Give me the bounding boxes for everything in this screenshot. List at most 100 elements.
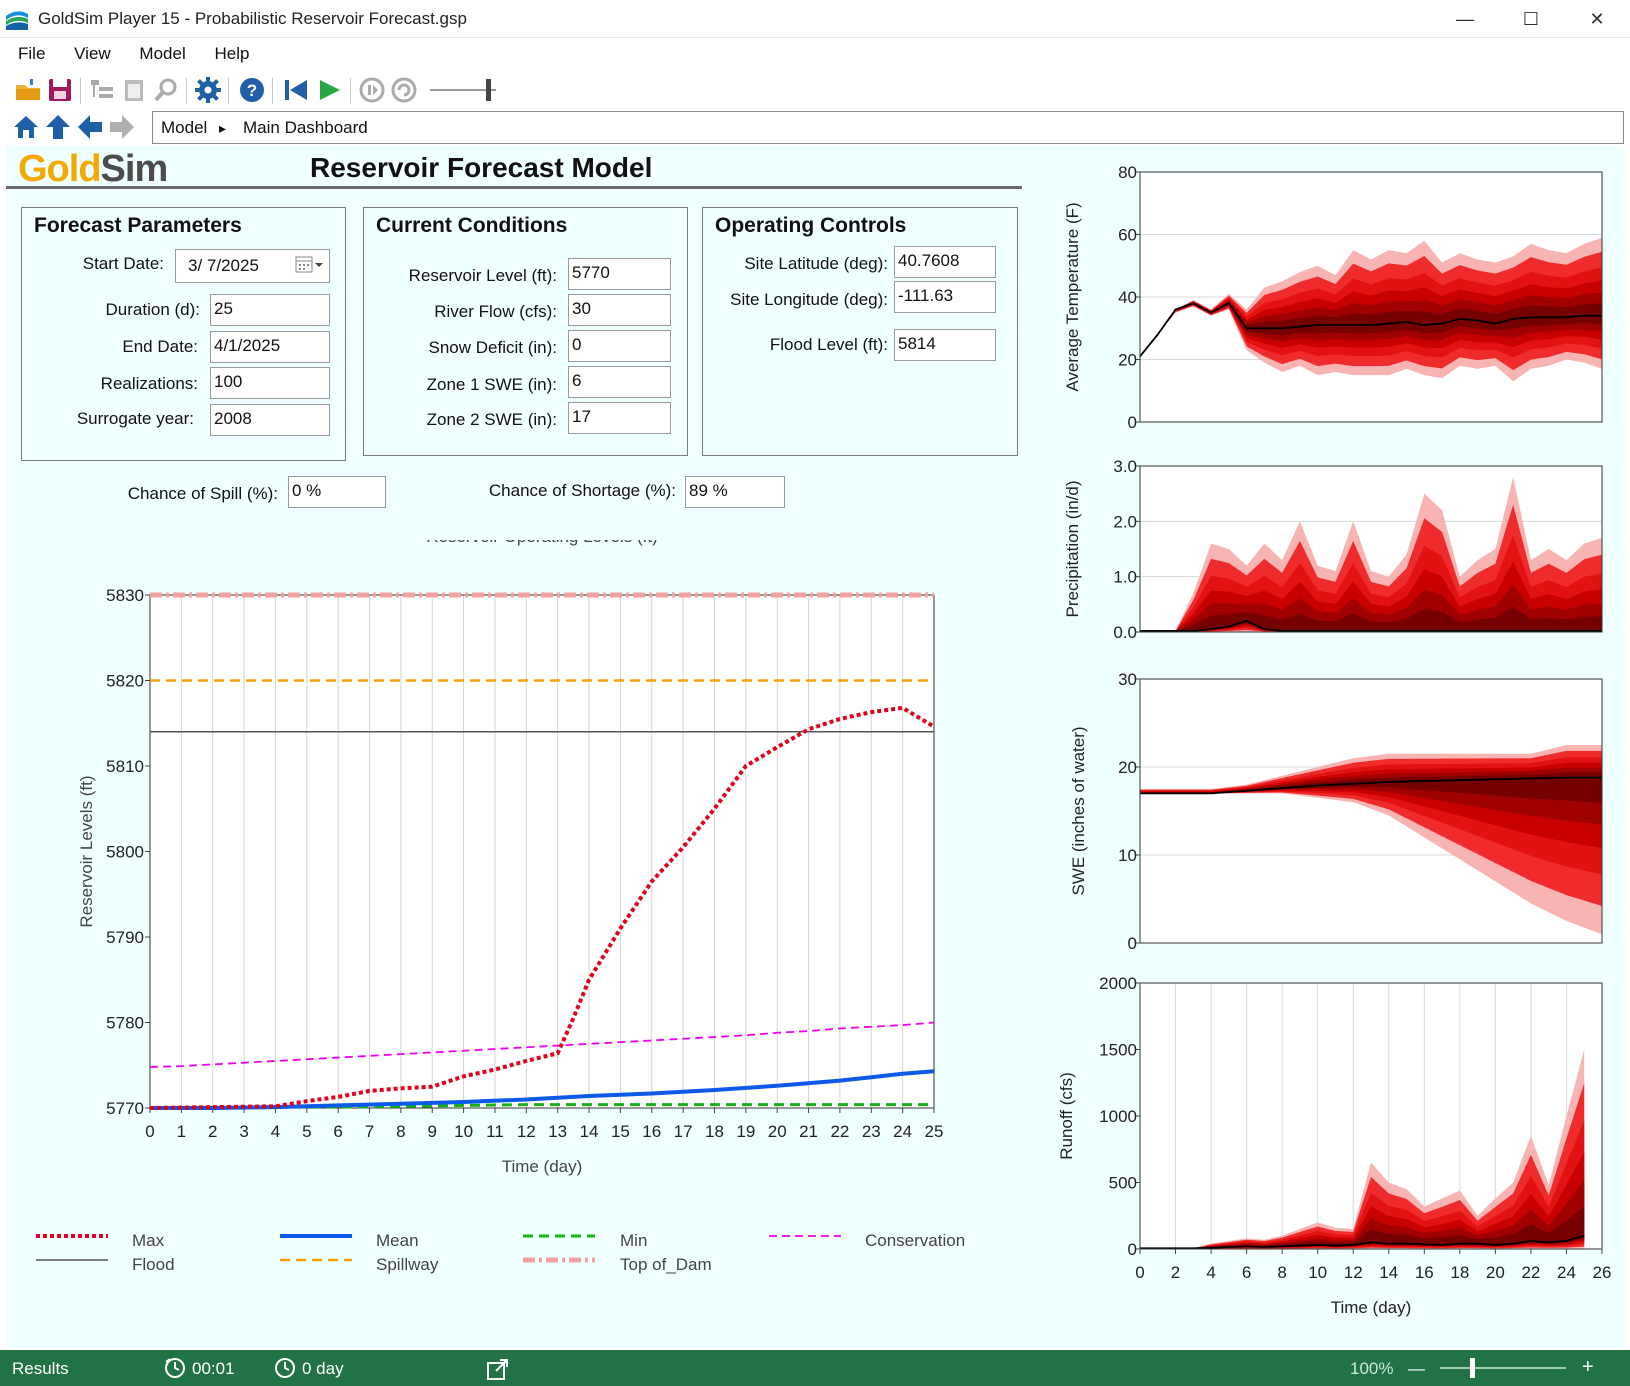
surrogate-year-input[interactable]: 2008 [210, 404, 330, 436]
zone2-swe-input[interactable]: 17 [568, 402, 671, 434]
x-tick-label: 22 [1521, 1263, 1540, 1282]
run-play-icon[interactable] [316, 76, 344, 104]
temperature-chart: 0 20 40 60 80 Average Temperature (F) [1063, 163, 1603, 432]
legend-label: Conservation [865, 1231, 965, 1250]
x-tick-label: 11 [486, 1122, 504, 1141]
settings-gear-icon[interactable] [194, 76, 222, 104]
x-tick-label: 20 [1486, 1263, 1505, 1282]
plot-border [1139, 678, 1603, 944]
y-axis-label: Precipitation (in/d) [1063, 480, 1082, 617]
x-tick-label: 10 [1308, 1263, 1327, 1282]
duration-label: Duration (d): [105, 300, 200, 319]
x-tick-label: 4 [1206, 1263, 1215, 1282]
maximize-button[interactable]: ☐ [1522, 8, 1540, 29]
forecast-panel-title: Forecast Parameters [34, 214, 242, 237]
y-axis-label: SWE (inches of water) [1069, 726, 1088, 895]
back-arrow-icon[interactable] [76, 113, 104, 141]
y-tick-label: 40 [1118, 288, 1137, 307]
svg-text:?: ? [247, 81, 257, 100]
y-tick-label: 5790 [106, 928, 144, 947]
chance-of-spill-field[interactable]: 0 % [288, 476, 386, 508]
chance-of-spill-label: Chance of Spill (%): [127, 484, 278, 503]
reservoir-level-input[interactable]: 5770 [568, 258, 671, 290]
y-tick-label: 20 [1118, 758, 1137, 777]
step-icon[interactable] [390, 76, 418, 104]
status-bar: Results 00:01 0 day 100% — + [0, 1350, 1630, 1386]
goldsim-logo: GoldSim [18, 148, 168, 190]
start-date-picker[interactable]: 3/ 7/2025 [175, 249, 330, 283]
close-button[interactable]: ✕ [1589, 8, 1605, 29]
x-tick-label: 22 [830, 1122, 849, 1141]
series-mean [150, 1069, 935, 1110]
x-tick-label: 14 [580, 1122, 599, 1141]
forward-arrow-icon[interactable] [108, 113, 136, 141]
swe-chart: 0 10 20 30 SWE (inches of water) [1069, 670, 1603, 953]
snow-deficit-input[interactable]: 0 [568, 330, 671, 362]
realizations-label: Realizations: [100, 374, 198, 393]
river-flow-input[interactable]: 30 [568, 294, 671, 326]
zoom-out-button[interactable]: — [1408, 1359, 1425, 1378]
search-icon[interactable] [152, 76, 180, 104]
y-tick-label: 0.0 [1113, 623, 1137, 640]
latitude-input[interactable]: 40.7608 [894, 246, 996, 278]
export-icon[interactable] [486, 1357, 510, 1381]
navigation-bar: Model ▸ Main Dashboard [0, 111, 1630, 145]
menu-model[interactable]: Model [139, 44, 186, 63]
menu-file[interactable]: File [18, 44, 46, 63]
minimize-button[interactable]: — [1456, 8, 1474, 29]
menu-help[interactable]: Help [214, 44, 250, 63]
y-tick-label: 5820 [106, 672, 144, 691]
zone1-swe-input[interactable]: 6 [568, 366, 671, 398]
y-tick-label: 0 [1128, 413, 1137, 432]
calendar-dropdown-icon[interactable] [295, 255, 325, 275]
series-conservation [149, 1021, 935, 1068]
x-tick-label: 21 [799, 1122, 818, 1141]
speed-slider[interactable] [430, 76, 500, 104]
zone1-swe-label: Zone 1 SWE (in): [426, 375, 557, 394]
pause-icon[interactable] [358, 76, 386, 104]
x-tick-label: 5 [302, 1122, 311, 1141]
flood-level-input[interactable]: 5814 [894, 329, 996, 361]
tree-view-icon[interactable] [88, 76, 116, 104]
chance-of-shortage-field[interactable]: 89 % [685, 476, 785, 508]
home-icon[interactable] [12, 113, 40, 141]
controls-panel-title: Operating Controls [715, 214, 907, 237]
x-tick-label: 18 [1450, 1263, 1469, 1282]
y-tick-label: 2000 [1099, 974, 1137, 993]
save-icon[interactable] [46, 76, 74, 104]
reset-to-start-icon[interactable] [282, 76, 310, 104]
realizations-input[interactable]: 100 [210, 367, 330, 399]
duration-input[interactable]: 25 [210, 294, 330, 326]
simulation-time: 0 day [302, 1359, 344, 1378]
x-tick-label: 9 [428, 1122, 437, 1141]
y-axis-label: Runoff (cfs) [1057, 1072, 1076, 1160]
x-tick-label: 8 [1277, 1263, 1286, 1282]
open-folder-icon[interactable] [14, 76, 42, 104]
legend-label: Flood [132, 1255, 175, 1274]
status-results: Results [12, 1359, 69, 1378]
flood-level-label: Flood Level (ft): [769, 335, 888, 354]
longitude-input[interactable]: -111.63 [894, 281, 996, 313]
zoom-slider[interactable] [1440, 1356, 1570, 1380]
breadcrumb: Model ▸ Main Dashboard [152, 111, 1624, 144]
y-tick-label: 20 [1118, 351, 1137, 370]
up-arrow-icon[interactable] [44, 113, 72, 141]
menu-bar: File View Model Help [0, 40, 1630, 68]
y-tick-label: 5780 [106, 1014, 144, 1033]
y-tick-label: 5800 [106, 843, 144, 862]
goldsim-app-icon [6, 8, 28, 30]
longitude-label: Site Longitude (deg): [730, 290, 888, 309]
menu-view[interactable]: View [74, 44, 111, 63]
breadcrumb-model[interactable]: Model [161, 118, 208, 137]
y-tick-label: 5770 [106, 1099, 144, 1118]
x-tick-label: 24 [1557, 1263, 1576, 1282]
x-tick-label: 17 [674, 1122, 693, 1141]
zoom-level: 100% [1350, 1359, 1394, 1378]
x-tick-label: 18 [705, 1122, 724, 1141]
help-icon[interactable]: ? [238, 76, 266, 104]
zoom-in-button[interactable]: + [1582, 1356, 1594, 1378]
conditions-panel-title: Current Conditions [376, 214, 568, 237]
end-date-field[interactable]: 4/1/2025 [210, 331, 330, 363]
clipboard-icon[interactable] [120, 76, 148, 104]
x-tick-label: 15 [611, 1122, 630, 1141]
